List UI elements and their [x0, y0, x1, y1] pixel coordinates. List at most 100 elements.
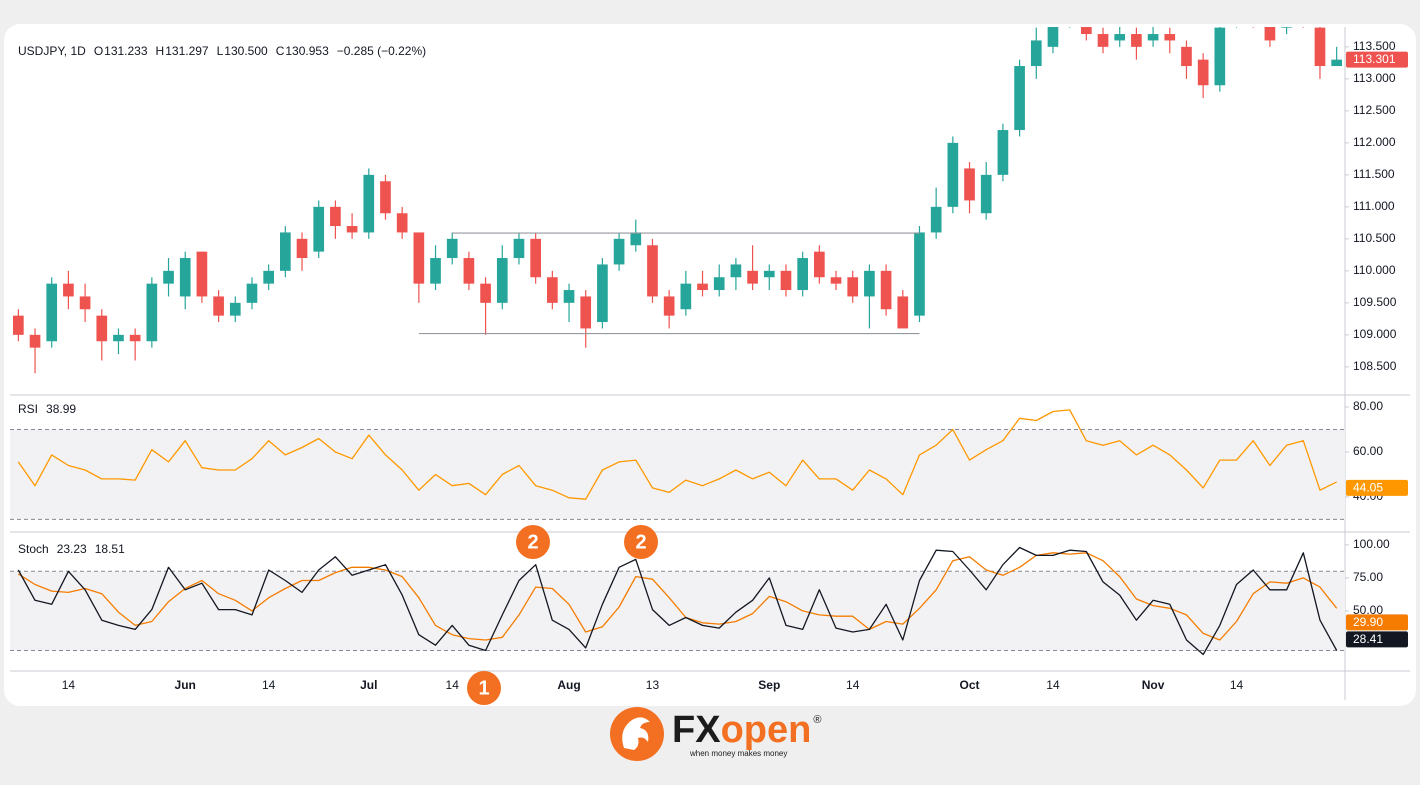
candle-body	[163, 270, 174, 284]
x-tick-label: Aug	[557, 678, 580, 692]
candle-body	[1147, 34, 1159, 41]
annotation-label: 1	[478, 677, 489, 699]
candle-body	[213, 296, 224, 316]
y-tick-label: 75.00	[1353, 570, 1383, 584]
candle-body	[346, 226, 358, 233]
legend-text: O	[94, 44, 103, 58]
brand-name: open	[721, 709, 812, 751]
x-tick-label: Oct	[960, 678, 980, 692]
candle-body	[396, 213, 408, 233]
y-tick-label: 111.000	[1353, 199, 1395, 213]
candle-body	[663, 296, 675, 316]
candle-body	[413, 232, 425, 284]
y-tick-label: 109.500	[1353, 295, 1397, 309]
legend-text: 131.297	[165, 44, 209, 58]
y-tick-label: 110.500	[1353, 231, 1396, 245]
candle-body	[1081, 27, 1092, 35]
x-tick-label: 14	[1046, 678, 1060, 692]
candle-body	[563, 290, 575, 303]
candle-body	[997, 130, 1009, 175]
last-value-label: 29.90	[1353, 615, 1383, 629]
brand-name: FX	[672, 709, 721, 751]
candle-body	[1047, 27, 1059, 47]
candles	[13, 2, 1342, 374]
candle-body	[1298, 15, 1309, 21]
y-tick-label: 112.000	[1353, 135, 1396, 149]
candle-body	[647, 245, 658, 297]
annotation-marker	[624, 525, 658, 559]
candle-body	[597, 264, 608, 323]
last-value-label: 44.05	[1353, 480, 1383, 494]
candle-body	[1114, 34, 1126, 41]
legend-text: L	[217, 44, 224, 58]
candle-body	[697, 283, 708, 291]
candle-body	[380, 181, 391, 214]
legend-text: 38.99	[46, 402, 76, 416]
logo-emblem-figure	[622, 717, 650, 750]
candle-body	[480, 283, 491, 303]
candle-body	[613, 238, 625, 265]
band-fill	[10, 571, 1345, 651]
candle-body	[980, 174, 992, 214]
annotation-marker	[516, 525, 550, 559]
legend-text: Stoch	[18, 542, 49, 556]
annotation-label: 2	[635, 531, 646, 553]
legend-text: C	[276, 44, 285, 58]
legend-text: 130.953	[285, 44, 329, 58]
candle-body	[29, 334, 41, 348]
candle-body	[1214, 27, 1226, 86]
candle-body	[1281, 27, 1292, 28]
candle-body	[930, 206, 942, 233]
x-tick-label: 14	[846, 678, 860, 692]
candle-body	[864, 270, 875, 297]
card	[4, 24, 1416, 706]
candle-body	[129, 334, 141, 342]
x-tick-label: 14	[446, 678, 460, 692]
y-tick-label: 113.000	[1353, 71, 1396, 85]
candle-body	[496, 258, 508, 303]
candle-body	[1331, 59, 1342, 67]
candle-body	[1030, 40, 1042, 67]
candle-body	[13, 315, 24, 335]
price-label-bg	[1346, 51, 1408, 68]
y-tick-label: 109.000	[1353, 327, 1397, 341]
candle-body	[964, 168, 975, 201]
candle-body	[463, 258, 475, 284]
y-tick-label: 108.500	[1353, 359, 1397, 373]
annotation-label: 2	[527, 531, 538, 553]
candle-body	[797, 258, 808, 291]
candle-body	[1064, 2, 1075, 21]
x-tick-label: 14	[262, 678, 276, 692]
price-label: 113.301	[1353, 52, 1396, 66]
candle-body	[263, 270, 274, 284]
candle-body	[914, 232, 925, 316]
candle-body	[713, 277, 725, 291]
line-series	[17, 546, 1338, 656]
y-tick-label: 60.00	[1353, 444, 1383, 458]
candle-body	[1164, 34, 1176, 41]
candle-body	[446, 238, 458, 259]
last-value-label-bg	[1346, 479, 1408, 496]
candle-body	[947, 142, 959, 207]
legend-text: 18.51	[95, 542, 125, 556]
candle-body	[880, 270, 892, 310]
brand-tagline: when money makes money	[689, 749, 787, 758]
line-series	[17, 409, 1337, 500]
line-series	[17, 552, 1338, 641]
candle-body	[1231, 2, 1242, 21]
x-tick-label: 14	[62, 678, 76, 692]
candle-body	[680, 283, 692, 310]
candle-body	[830, 277, 842, 284]
candle-body	[296, 238, 308, 259]
last-value-label-bg	[1346, 614, 1408, 631]
y-tick-label: 50.00	[1353, 603, 1383, 617]
candle-body	[513, 238, 525, 259]
x-tick-label: Sep	[758, 678, 780, 692]
candle-body	[1181, 46, 1192, 67]
candle-body	[229, 302, 241, 316]
legend-text: RSI	[18, 402, 38, 416]
legend-text: USDJPY, 1D	[18, 44, 86, 58]
candle-body	[1264, 27, 1276, 41]
